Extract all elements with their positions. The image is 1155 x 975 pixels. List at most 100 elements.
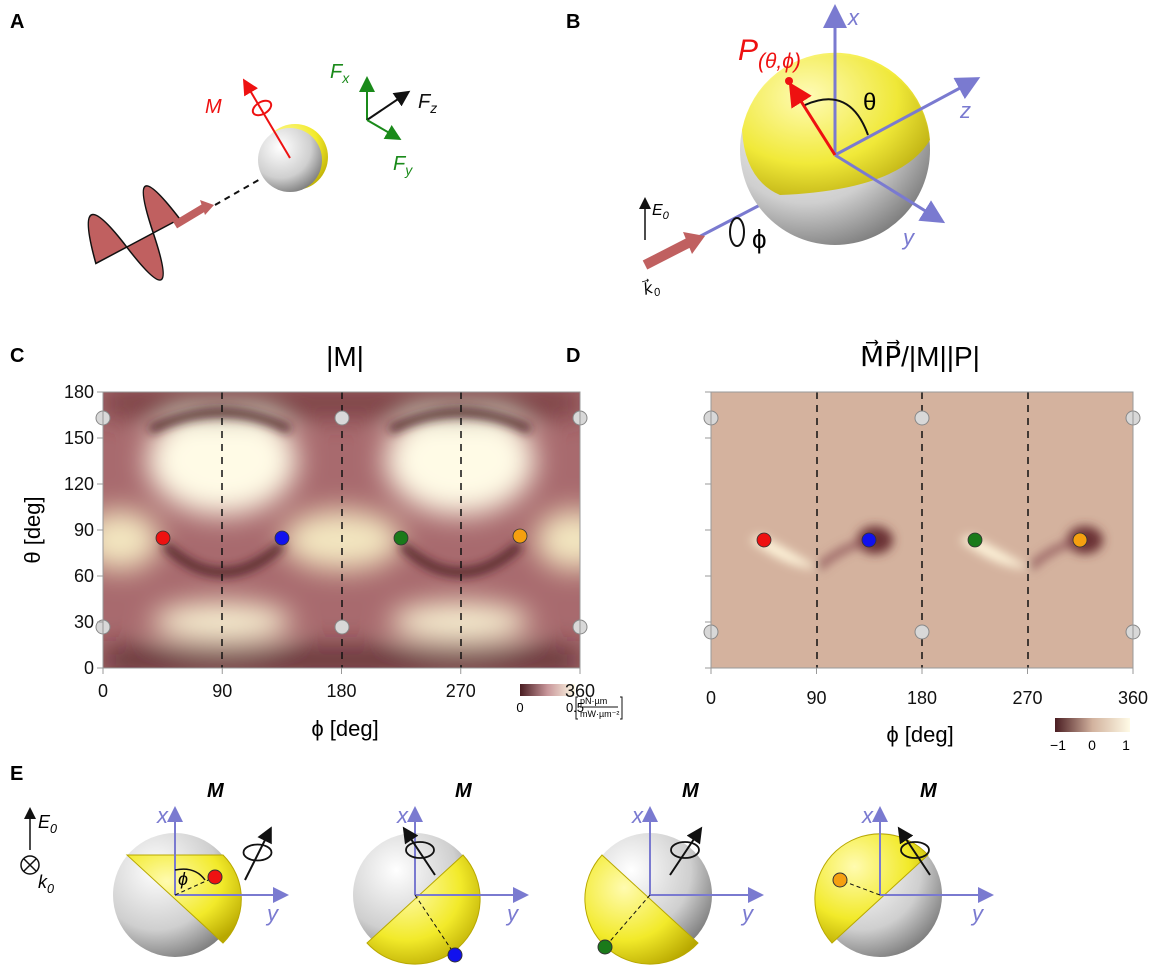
axis (834, 153, 946, 224)
moment-arrow (402, 826, 436, 876)
point (785, 77, 793, 85)
rotation (729, 217, 745, 247)
label: k⃗0 (641, 275, 663, 301)
label: θ (863, 89, 876, 116)
axis-label: y (901, 225, 916, 250)
projection (414, 894, 456, 956)
text: F (418, 91, 432, 113)
rotation (900, 841, 930, 859)
point (207, 869, 223, 885)
colored-dots (155, 528, 1088, 548)
label: P(θ,ϕ) (738, 34, 801, 73)
y-tick-label: 120 (64, 474, 94, 494)
label: E0 (652, 202, 670, 222)
wave-arrow (642, 237, 693, 270)
sphere-diagram: x y M (353, 780, 529, 965)
axis (834, 77, 981, 157)
label: Fx (330, 61, 350, 86)
into-page (23, 858, 37, 872)
label: ϕ (178, 869, 188, 889)
unit: mW·µm⁻² (580, 709, 619, 719)
sphere-diagram: x y M (113, 780, 289, 957)
point (447, 947, 463, 963)
axis-label: z (959, 98, 971, 123)
subscript: 0 (47, 882, 54, 896)
colorbar-tick-label: 0.5 (566, 700, 584, 715)
label: M (682, 780, 700, 802)
angle-arc (804, 98, 869, 136)
panel-c: |M| θ [deg] ϕ [deg] pN·µm mW·µm⁻² (20, 341, 623, 741)
sphere-cap (366, 854, 481, 965)
colorbar (520, 684, 575, 696)
panel-a: M Fx Fz Fy (87, 61, 437, 281)
wave-arrow (200, 200, 214, 215)
axis-label: x (847, 5, 860, 30)
axis-label: y (740, 901, 755, 926)
panel-label: C (10, 345, 24, 367)
label: M (205, 96, 222, 118)
rotation (251, 99, 273, 117)
wave (87, 185, 181, 281)
bracket (575, 696, 623, 720)
y-tick-label: 180 (64, 382, 94, 402)
title: |M| (326, 341, 364, 372)
wave-arrow (683, 232, 705, 254)
unit: pN·µm (580, 696, 607, 706)
wave-arrow (172, 203, 208, 229)
x-tick-label: 0 (706, 688, 716, 708)
colorbar-tick-label: 1 (1122, 737, 1130, 753)
x-tick-label: 270 (1012, 688, 1042, 708)
rotation (242, 843, 273, 862)
text: E (652, 202, 663, 219)
subscript: z (429, 100, 437, 116)
text: F (393, 153, 407, 175)
label: k0 (38, 872, 54, 896)
subscript: x (341, 70, 350, 86)
axis-label: x (861, 803, 874, 828)
subscript: 0 (50, 822, 57, 836)
panel-b: x z y P(θ,ϕ) θ ϕ E0 k⃗0 (639, 4, 981, 301)
text: k (38, 872, 48, 892)
y-tick-label: 150 (64, 428, 94, 448)
x-tick-label: 90 (806, 688, 826, 708)
point (832, 872, 848, 888)
axis-label: y (265, 901, 280, 926)
axis-label: θ [deg] (20, 496, 45, 563)
x-tick-label: 360 (565, 681, 595, 701)
label: E0 (38, 812, 57, 836)
subscript: (θ,ϕ) (758, 50, 801, 73)
dashed-lines (221, 392, 1029, 668)
axis-label: x (156, 803, 169, 828)
label: Fy (393, 153, 413, 178)
x-tick-label: 180 (326, 681, 356, 701)
moment-arrow (669, 826, 703, 876)
panel-label: A (10, 11, 24, 33)
beam-line (214, 177, 263, 206)
rotation (405, 841, 435, 859)
subscript: y (404, 162, 413, 178)
text: E (38, 812, 51, 832)
colorbar-tick-label: 0 (516, 700, 523, 715)
label: M (207, 780, 225, 802)
into-page (20, 855, 40, 875)
point (597, 939, 613, 955)
angle-arc (174, 868, 206, 881)
moment-arrow (244, 826, 272, 881)
label: M (920, 780, 938, 802)
sphere (258, 128, 322, 192)
colorbar-tick-label: −1 (1050, 737, 1066, 753)
y-tick-label: 90 (74, 520, 94, 540)
label: M (455, 780, 473, 802)
axis-label: x (631, 803, 644, 828)
text: F (330, 61, 344, 83)
sphere-diagram: x y M (814, 780, 994, 957)
moment-arrow (242, 78, 291, 159)
axis-label: x (396, 803, 409, 828)
y-tick-label: 60 (74, 566, 94, 586)
sphere-diagram: x y M (584, 780, 764, 965)
label: ϕ (752, 224, 767, 254)
y-tick-label: 0 (84, 658, 94, 678)
force-arrow (366, 119, 402, 141)
